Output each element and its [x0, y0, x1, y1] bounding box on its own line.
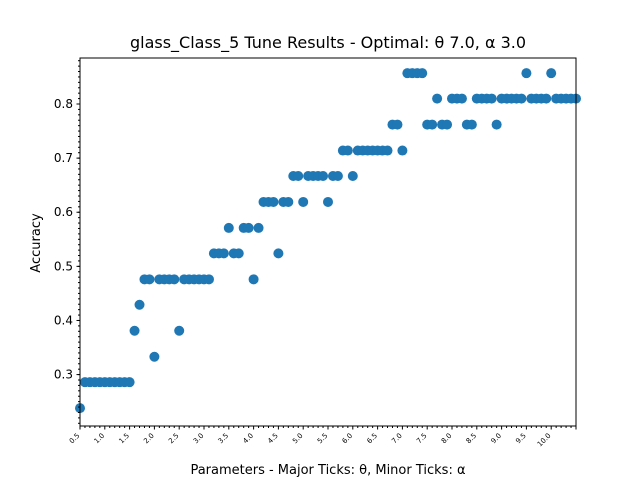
data-point: [347, 170, 358, 181]
data-point: [427, 119, 438, 130]
data-point: [268, 196, 279, 207]
x-tick-label: 1.5: [117, 432, 131, 446]
x-tick-label: 9.5: [514, 432, 528, 446]
data-point: [223, 222, 234, 233]
data-point: [243, 222, 254, 233]
data-point: [134, 299, 145, 310]
data-point: [456, 93, 467, 104]
data-point: [169, 274, 180, 285]
data-point: [392, 119, 403, 130]
data-point: [273, 248, 284, 259]
data-point: [323, 196, 333, 207]
plot-frame: [79, 57, 577, 427]
x-tick-label: 4.0: [241, 432, 255, 446]
data-point: [233, 248, 244, 259]
data-point: [521, 68, 532, 79]
data-point: [432, 93, 443, 104]
data-point: [248, 274, 259, 285]
x-tick-label: 9.0: [489, 432, 503, 446]
data-point: [466, 119, 477, 130]
x-axis-label: Parameters - Major Ticks: θ, Minor Ticks…: [190, 463, 465, 478]
x-tick-label: 4.5: [266, 432, 280, 446]
data-point: [174, 325, 185, 336]
data-point: [546, 68, 557, 79]
x-tick-label: 3.5: [217, 432, 231, 446]
data-point: [129, 325, 140, 336]
data-point: [253, 222, 264, 233]
data-point: [203, 274, 214, 285]
data-point: [541, 93, 552, 104]
x-tick-label: 1.0: [93, 432, 107, 446]
data-point: [144, 274, 155, 285]
chart-title: glass_Class_5 Tune Results - Optimal: θ …: [130, 33, 526, 53]
data-point: [293, 170, 304, 181]
y-axis-label: Accuracy: [29, 213, 44, 273]
data-point: [397, 145, 408, 156]
y-tick-label: 0.5: [54, 259, 73, 273]
x-tick-label: 8.0: [440, 432, 454, 446]
data-point: [318, 170, 329, 181]
y-tick-label: 0.4: [54, 313, 73, 327]
data-point: [417, 68, 428, 79]
data-point: [283, 196, 294, 207]
y-tick-label: 0.8: [54, 97, 73, 111]
x-tick-label: 7.0: [390, 432, 404, 446]
x-tick-label: 2.5: [167, 432, 181, 446]
data-point: [218, 248, 229, 259]
y-tick-label: 0.6: [54, 205, 73, 219]
data-point: [382, 145, 393, 156]
x-tick-label: 5.5: [316, 432, 330, 446]
x-tick-label: 6.0: [341, 432, 355, 446]
x-tick-label: 7.5: [415, 432, 429, 446]
data-point: [491, 119, 502, 130]
x-tick-label: 2.0: [142, 432, 156, 446]
data-point: [486, 93, 497, 104]
data-point: [342, 145, 353, 156]
data-point: [298, 196, 309, 207]
x-tick-label: 8.5: [465, 432, 479, 446]
y-tick-label: 0.7: [54, 151, 73, 165]
data-point: [149, 351, 160, 362]
x-tick-label: 3.0: [192, 432, 206, 446]
data-point: [332, 170, 343, 181]
x-tick-label: 6.5: [365, 432, 379, 446]
x-tick-label: 5.0: [291, 432, 305, 446]
x-tick-label: 10.0: [536, 432, 553, 449]
data-point: [442, 119, 453, 130]
plot-area: 0.5 1.0 1.5 2.0 2.5 3.0 3.5 4.0 4.5 5.0 5.5 6.0 6.5 7…: [54, 57, 581, 449]
x-tick-label: 0.5: [68, 432, 82, 446]
data-point: [516, 93, 527, 104]
data-point: [124, 377, 135, 388]
y-tick-label: 0.3: [54, 368, 73, 382]
